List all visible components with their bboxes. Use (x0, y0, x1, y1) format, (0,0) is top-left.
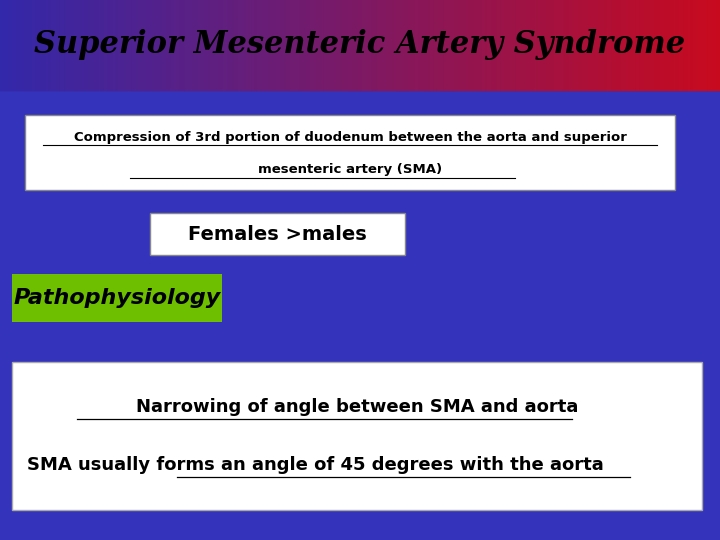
FancyBboxPatch shape (12, 274, 222, 322)
Text: Compression of 3rd portion of duodenum between the aorta and superior: Compression of 3rd portion of duodenum b… (73, 131, 626, 144)
FancyBboxPatch shape (12, 362, 702, 510)
FancyBboxPatch shape (150, 213, 405, 255)
Text: Pathophysiology: Pathophysiology (14, 288, 220, 308)
Text: Superior Mesenteric Artery Syndrome: Superior Mesenteric Artery Syndrome (35, 30, 685, 60)
Text: Narrowing of angle between SMA and aorta: Narrowing of angle between SMA and aorta (136, 398, 578, 416)
FancyBboxPatch shape (0, 90, 720, 540)
Text: mesenteric artery (SMA): mesenteric artery (SMA) (258, 164, 442, 177)
Text: Females >males: Females >males (188, 225, 367, 244)
FancyBboxPatch shape (25, 115, 675, 190)
Text: SMA usually forms an angle of 45 degrees with the aorta: SMA usually forms an angle of 45 degrees… (27, 456, 604, 474)
